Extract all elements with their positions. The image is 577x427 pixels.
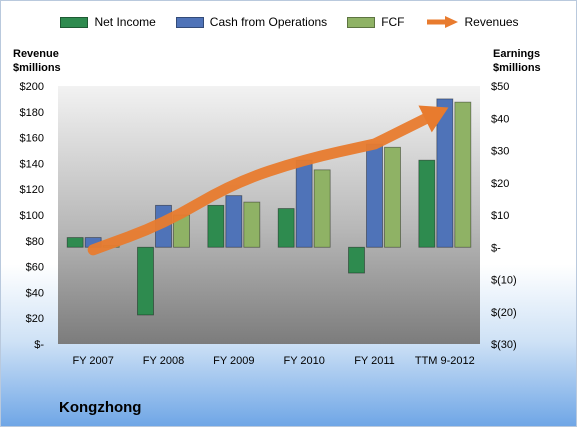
x-tick-label: FY 2009	[213, 355, 254, 367]
legend-item-revenues: Revenues	[425, 15, 519, 29]
x-tick-label: FY 2007	[72, 355, 113, 367]
legend-swatch-fcf	[347, 16, 376, 28]
right-tick-label: $20	[491, 178, 509, 190]
bar-net-income	[66, 237, 84, 248]
bar-net-income	[137, 246, 154, 316]
legend-item-cash-from-operations: Cash from Operations	[175, 15, 328, 29]
left-axis-ticks: $- $20 $40 $60 $80 $100 $120 $140 $160 $180 $200	[20, 81, 45, 351]
left-tick-label: $60	[26, 262, 44, 274]
left-tick-label: $100	[20, 210, 44, 222]
right-tick-label: $50	[491, 81, 509, 93]
x-tick-label: FY 2010	[283, 355, 324, 367]
bar-cash-from-operations	[295, 159, 313, 248]
bar-fcf	[243, 201, 261, 248]
legend-label-net-income: Net Income	[94, 15, 156, 29]
right-axis-title: Earnings $millions	[493, 47, 541, 75]
revenue-line-layer	[87, 105, 449, 256]
bar-fcf	[384, 146, 401, 248]
legend-swatch-net-income	[60, 16, 89, 28]
bar-net-income	[418, 159, 436, 248]
bar-fcf	[454, 101, 472, 248]
right-tick-label: $10	[491, 210, 509, 222]
legend-item-fcf: FCF	[347, 15, 405, 29]
legend-label-fcf: FCF	[381, 15, 405, 29]
right-axis-title-line-2: $millions	[493, 62, 541, 74]
revenue-line	[87, 113, 431, 256]
legend-item-net-income: Net Income	[60, 15, 156, 29]
bar-net-income	[277, 208, 295, 248]
left-axis-title-line-2: $millions	[13, 62, 61, 74]
legend-label-revenues: Revenues	[464, 15, 519, 29]
right-axis-ticks: $(30) $(20) $(10) $- $10 $20 $30 $40 $50	[491, 81, 517, 351]
right-tick-label: $(30)	[491, 339, 517, 351]
right-tick-label: $-	[491, 242, 501, 254]
legend: Net Income Cash from Operations FCF Reve…	[1, 11, 576, 33]
left-tick-label: $160	[20, 133, 44, 145]
legend-swatch-cash-from-operations	[175, 16, 204, 28]
legend-arrow-revenues-icon	[426, 16, 458, 28]
legend-label-cash-from-operations: Cash from Operations	[209, 15, 328, 29]
left-tick-label: $-	[34, 339, 44, 351]
bar-net-income	[207, 204, 225, 248]
revenue-arrowhead	[418, 105, 449, 133]
left-tick-label: $80	[26, 236, 44, 248]
bar-net-income	[348, 246, 365, 274]
left-axis-title: Revenue $millions	[13, 47, 61, 75]
left-tick-label: $20	[26, 313, 44, 325]
right-axis-title-line-1: Earnings	[493, 48, 541, 60]
left-tick-label: $120	[20, 184, 44, 196]
x-axis-ticks: FY 2007 FY 2008 FY 2009 FY 2010 FY 2011 TTM 9…	[72, 355, 474, 367]
bars-layer	[66, 98, 472, 316]
left-tick-label: $140	[20, 158, 44, 170]
bar-cash-from-operations	[225, 195, 243, 248]
left-tick-label: $40	[26, 287, 44, 299]
x-tick-label: FY 2011	[354, 355, 395, 367]
company-name: Kongzhong	[59, 399, 142, 416]
bar-cash-from-operations	[436, 98, 454, 248]
right-tick-label: $(20)	[491, 307, 517, 319]
x-tick-label: TTM 9-2012	[415, 355, 475, 367]
bar-cash-from-operations	[366, 143, 383, 248]
right-tick-label: $(10)	[491, 275, 517, 287]
left-tick-label: $200	[20, 81, 44, 93]
x-tick-label: FY 2008	[143, 355, 184, 367]
left-tick-label: $180	[20, 107, 44, 119]
right-tick-label: $30	[491, 146, 509, 158]
left-axis-title-line-1: Revenue	[13, 48, 59, 60]
right-tick-label: $40	[491, 113, 509, 125]
bar-fcf	[313, 169, 331, 248]
